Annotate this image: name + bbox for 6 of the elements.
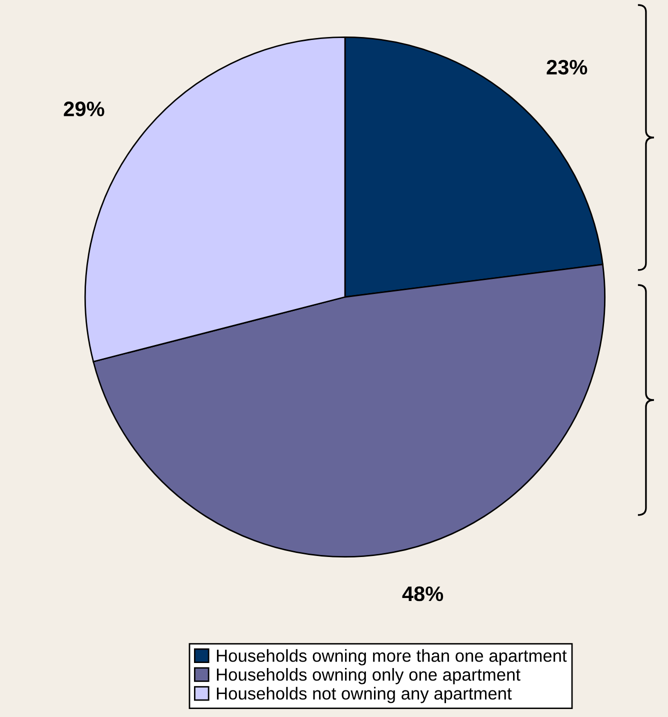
data-label: 29% (64, 102, 104, 116)
data-label: 23% (546, 60, 588, 75)
legend-label: Households not owning any apartment (216, 686, 512, 704)
legend-label: Households owning only one apartment (216, 668, 520, 684)
data-label: 48% (402, 586, 444, 602)
legend-label: Households owning more than one apartment (216, 649, 567, 666)
